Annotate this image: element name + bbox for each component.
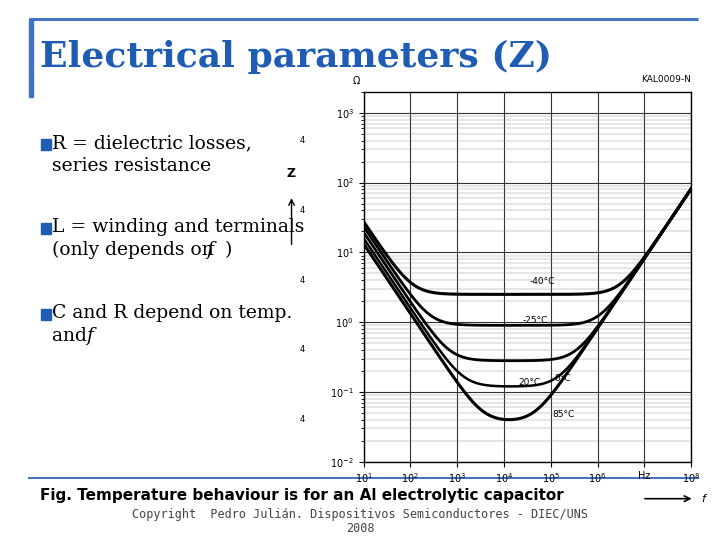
- Text: Copyright  Pedro Julián. Dispositivos Semiconductores - DIEC/UNS: Copyright Pedro Julián. Dispositivos Sem…: [132, 508, 588, 521]
- Text: f: f: [207, 241, 214, 259]
- Text: 4: 4: [300, 346, 305, 354]
- Bar: [41, 139, 51, 150]
- Text: C and R depend on temp.: C and R depend on temp.: [52, 304, 292, 322]
- Text: KAL0009-N: KAL0009-N: [642, 76, 691, 84]
- Text: 4: 4: [300, 136, 305, 145]
- Bar: [29, 19, 33, 97]
- Text: -25°C: -25°C: [523, 316, 548, 325]
- Text: 4: 4: [300, 206, 305, 215]
- Text: f: f: [86, 327, 94, 346]
- Text: 4: 4: [300, 275, 305, 285]
- Text: and: and: [52, 327, 93, 346]
- Text: R = dielectric losses,: R = dielectric losses,: [52, 134, 251, 152]
- Text: 2008: 2008: [346, 522, 374, 535]
- Text: Z: Z: [287, 167, 296, 180]
- Text: L = winding and terminals: L = winding and terminals: [52, 218, 305, 236]
- Text: series resistance: series resistance: [52, 157, 211, 176]
- Text: Electrical parameters (Z): Electrical parameters (Z): [40, 39, 552, 74]
- Bar: [41, 223, 51, 234]
- Text: Fig. Temperature behaviour is for an Al electrolytic capacitor: Fig. Temperature behaviour is for an Al …: [40, 488, 563, 503]
- Text: f: f: [701, 494, 705, 504]
- Bar: [41, 309, 51, 320]
- Text: ): ): [219, 241, 233, 259]
- Text: 4: 4: [300, 415, 305, 424]
- Text: Ω: Ω: [353, 76, 360, 86]
- Text: (only depends on: (only depends on: [52, 241, 220, 259]
- Text: 20°C: 20°C: [518, 379, 540, 387]
- Text: 85°C: 85°C: [553, 410, 575, 418]
- Text: -40°C: -40°C: [529, 277, 555, 286]
- Text: 0°C: 0°C: [554, 374, 571, 383]
